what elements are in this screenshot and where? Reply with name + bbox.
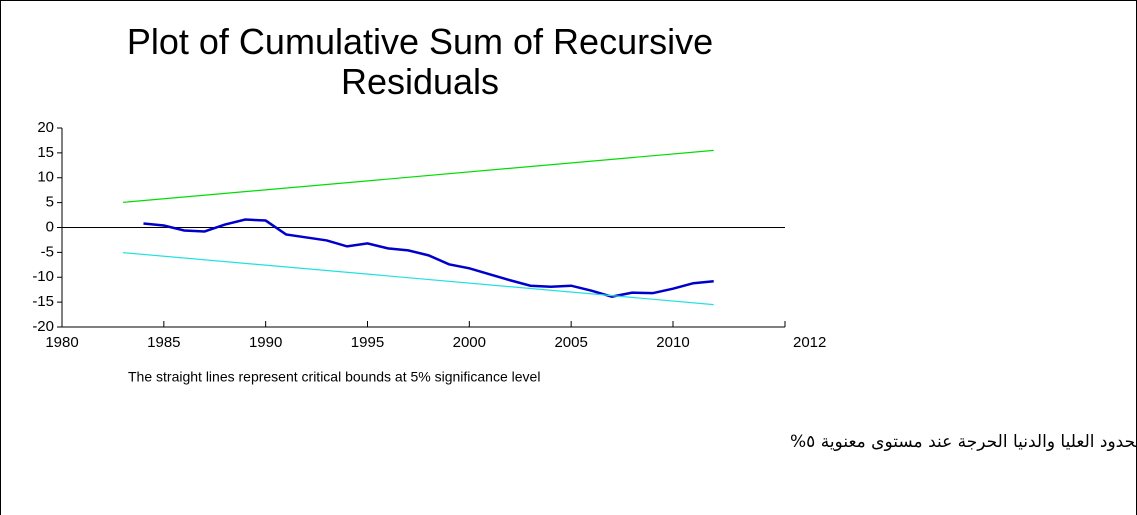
x-tick-label: 2010 (656, 334, 689, 351)
y-tick-label: -20 (32, 318, 54, 335)
caption: The straight lines represent critical bo… (128, 369, 540, 385)
x-end-label: 2012 (793, 334, 826, 351)
x-tick-label: 1980 (45, 334, 78, 351)
y-tick-label: -5 (41, 243, 54, 260)
bound-line (123, 149, 714, 203)
y-tick-label: 20 (37, 119, 54, 136)
y-tick-label: 0 (46, 218, 54, 235)
y-tick-label: 10 (37, 169, 54, 186)
x-tick-label: 2000 (453, 334, 486, 351)
x-tick-label: 2005 (554, 334, 587, 351)
y-tick-label: -15 (32, 293, 54, 310)
cusum-line (143, 218, 714, 298)
y-tick-label: 5 (46, 194, 54, 211)
x-tick-label: 1995 (351, 334, 384, 351)
y-tick-label: -10 (32, 268, 54, 285)
x-tick-label: 1985 (147, 334, 180, 351)
arabic-caption: الخطوط المستقيمة تمثل الحدود العليا والد… (790, 432, 1137, 452)
y-tick-label: 15 (37, 144, 54, 161)
chart-title: Plot of Cumulative Sum of Recursive Resi… (126, 21, 714, 102)
bound-line (123, 252, 714, 306)
x-tick-label: 1990 (249, 334, 282, 351)
